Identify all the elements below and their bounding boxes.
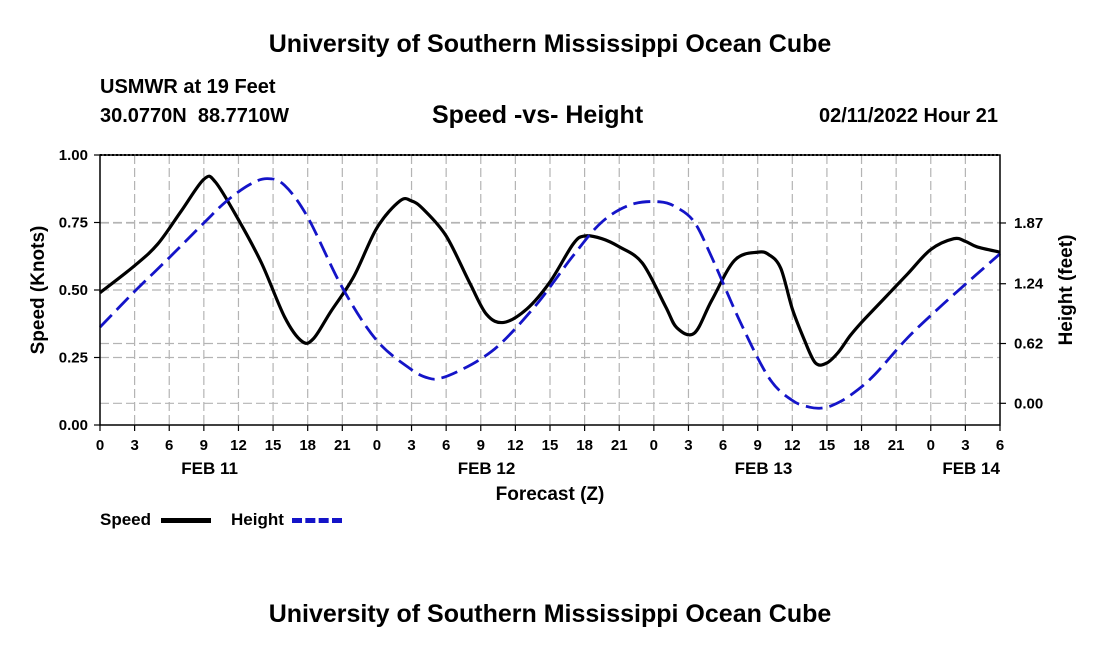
y2-axis-label: Height (feet) [1056,235,1077,346]
x-tick-label: 6 [165,437,173,454]
x-tick-label: 21 [888,437,905,454]
y-tick-label: 0.00 [59,417,88,434]
footer-title: University of Southern Mississippi Ocean… [268,600,832,628]
x-tick-label: 18 [853,437,870,454]
x-tick-label: 3 [130,437,138,454]
speed-series-line [99,174,1001,367]
x-tick-label: 9 [477,437,485,454]
x-tick-label: 18 [576,437,593,454]
x-tick-label: 9 [754,437,762,454]
y-tick-label: 0.25 [59,350,88,367]
y2-tick-label: 1.24 [1014,276,1044,293]
x-tick-label: 21 [334,437,351,454]
legend-height-label: Height [231,510,284,529]
x-tick-label: 21 [611,437,628,454]
x-tick-label: 9 [200,437,208,454]
axes: 0 3 6 9 12 15 18 21 0 3 6 9 12 15 18 21 0 3 6 9 12 15 18 21 0 3 6F… [59,147,1044,478]
y-tick-label: 1.00 [59,147,88,164]
x-date-label: FEB 13 [735,459,793,478]
x-tick-label: 6 [442,437,450,454]
chart-title: University of Southern Mississippi Ocean… [268,30,832,58]
x-tick-label: 3 [407,437,415,454]
x-tick-label: 0 [96,437,104,454]
coordinates-label: 30.0770N 88.7710W [100,105,290,127]
x-tick-label: 0 [927,437,935,454]
x-tick-label: 0 [650,437,658,454]
y2-tick-label: 0.62 [1014,336,1043,353]
x-date-label: FEB 14 [942,459,1000,478]
y-tick-label: 0.75 [59,215,88,232]
y2-tick-label: 0.00 [1014,395,1043,412]
x-tick-label: 12 [507,437,524,454]
x-tick-label: 3 [961,437,969,454]
height-series-line [99,177,1001,410]
y-axis-label: Speed (Knots) [28,226,49,355]
x-tick-label: 15 [542,437,559,454]
legend-speed-swatch [161,518,211,523]
chart-subtitle: Speed -vs- Height [432,101,644,129]
station-label: USMWR at 19 Feet [100,76,276,98]
grid [100,155,1000,425]
x-tick-label: 3 [684,437,692,454]
speed-height-chart: 0 3 6 9 12 15 18 21 0 3 6 9 12 15 18 21 0 3 6 9 12 15 18 21 0 3 6F… [28,147,1077,505]
y2-tick-label: 1.87 [1014,215,1043,232]
x-tick-label: 12 [784,437,801,454]
x-tick-label: 15 [819,437,836,454]
x-tick-label: 6 [996,437,1004,454]
x-tick-label: 6 [719,437,727,454]
forecast-datetime: 02/11/2022 Hour 21 [818,105,998,127]
x-axis-label: Forecast (Z) [496,484,605,505]
x-tick-label: 15 [265,437,282,454]
y-tick-label: 0.50 [59,282,88,299]
legend-height-swatch [292,518,342,523]
x-tick-label: 12 [230,437,247,454]
x-tick-label: 18 [299,437,316,454]
x-date-label: FEB 12 [458,459,516,478]
legend-speed-label: Speed [100,510,152,529]
series-layer [99,174,1001,410]
x-date-label: FEB 11 [181,459,238,478]
x-tick-label: 0 [373,437,381,454]
